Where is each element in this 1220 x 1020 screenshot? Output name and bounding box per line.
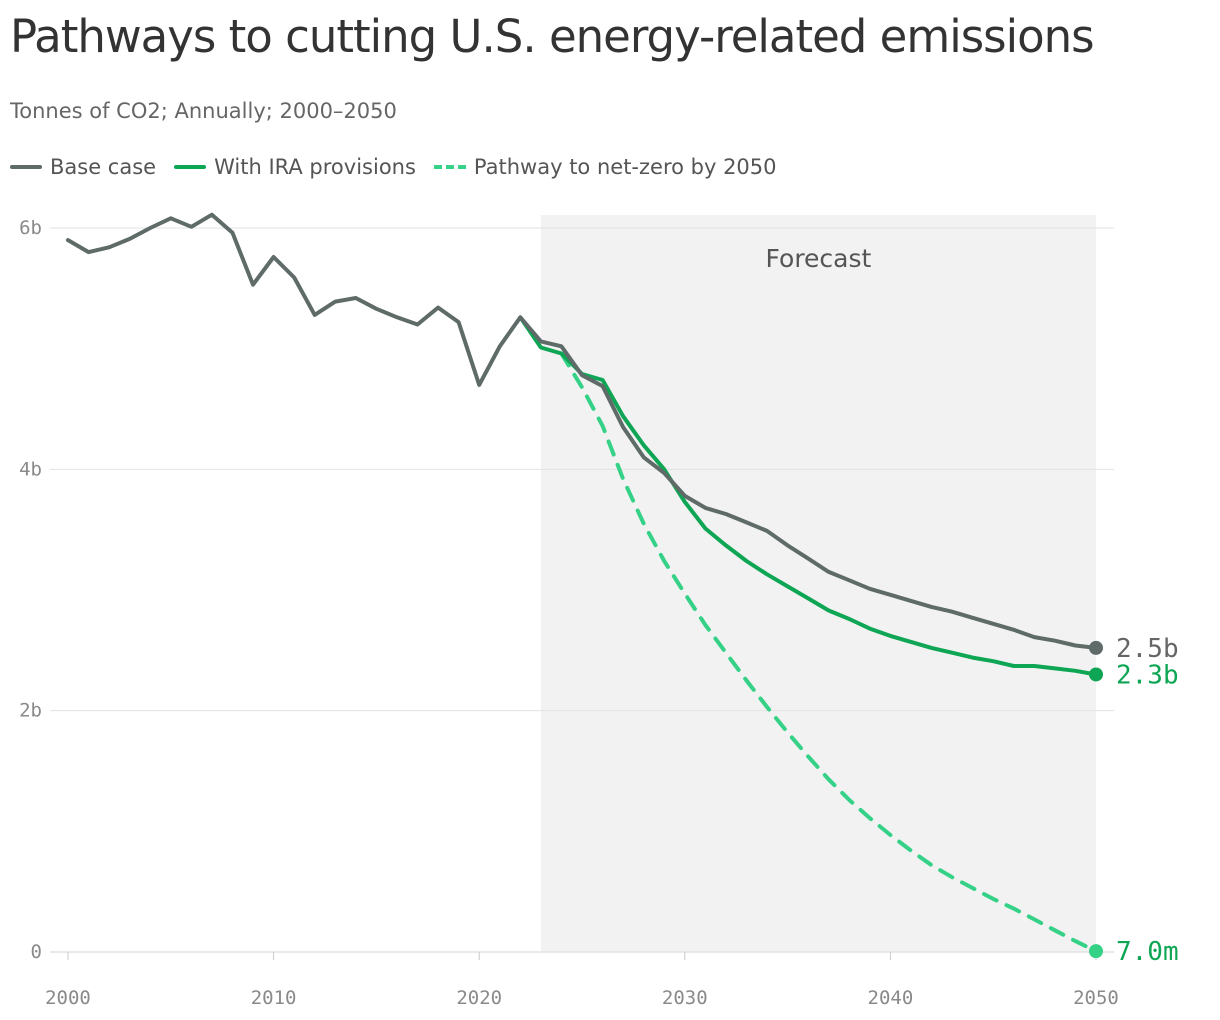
legend-item-base: Base case — [10, 155, 156, 179]
y-tick-label: 0 — [31, 941, 42, 963]
y-axis-ticks: 0 2b 4b 6b — [19, 217, 42, 963]
gridlines — [50, 227, 1114, 953]
legend-label-ira: With IRA provisions — [214, 155, 416, 179]
legend-item-netzero: Pathway to net-zero by 2050 — [433, 155, 777, 179]
series-line-netzero — [559, 351, 1098, 954]
end-label-base: 2.5b — [1116, 634, 1179, 664]
y-tick-label: 4b — [19, 458, 42, 480]
x-tick-label: 2050 — [1073, 987, 1119, 1009]
y-tick-label: 6b — [19, 217, 42, 239]
end-label-netzero: 7.0m — [1116, 937, 1179, 967]
end-dot-netzero — [1089, 944, 1103, 959]
x-tick-label: 2030 — [662, 987, 708, 1009]
series-line-ira — [518, 315, 1098, 677]
chart-subtitle: Tonnes of CO2; Annually; 2000–2050 — [10, 99, 397, 123]
x-axis-ticks: 2000 2010 2020 2030 2040 2050 — [45, 952, 1119, 1009]
legend-label-base: Base case — [50, 155, 157, 179]
legend-swatch-netzero — [433, 165, 466, 169]
x-tick-label: 2010 — [251, 987, 297, 1009]
end-label-ira: 2.3b — [1116, 660, 1179, 690]
x-tick-label: 2040 — [868, 987, 914, 1009]
end-dot-ira — [1089, 667, 1103, 682]
legend-label-netzero: Pathway to net-zero by 2050 — [473, 155, 777, 179]
x-tick-label: 2020 — [456, 987, 502, 1009]
end-markers: 2.5b2.3b 7.0m — [1089, 634, 1179, 967]
y-tick-label: 2b — [19, 700, 42, 722]
chart-title: Pathways to cutting U.S. energy-related … — [10, 10, 1095, 63]
end-dot-base — [1089, 640, 1103, 655]
legend-item-ira: With IRA provisions — [174, 155, 416, 179]
series-lines — [66, 212, 1098, 954]
legend-swatch-ira — [174, 165, 207, 169]
series-line-base — [66, 212, 1098, 650]
forecast-label: Forecast — [766, 244, 872, 273]
legend-swatch-base — [10, 165, 42, 169]
x-tick-label: 2000 — [45, 987, 91, 1009]
legend: Base case With IRA provisions Pathway to… — [10, 155, 777, 179]
forecast-band-group: Forecast — [540, 215, 1096, 952]
forecast-band — [540, 215, 1096, 952]
